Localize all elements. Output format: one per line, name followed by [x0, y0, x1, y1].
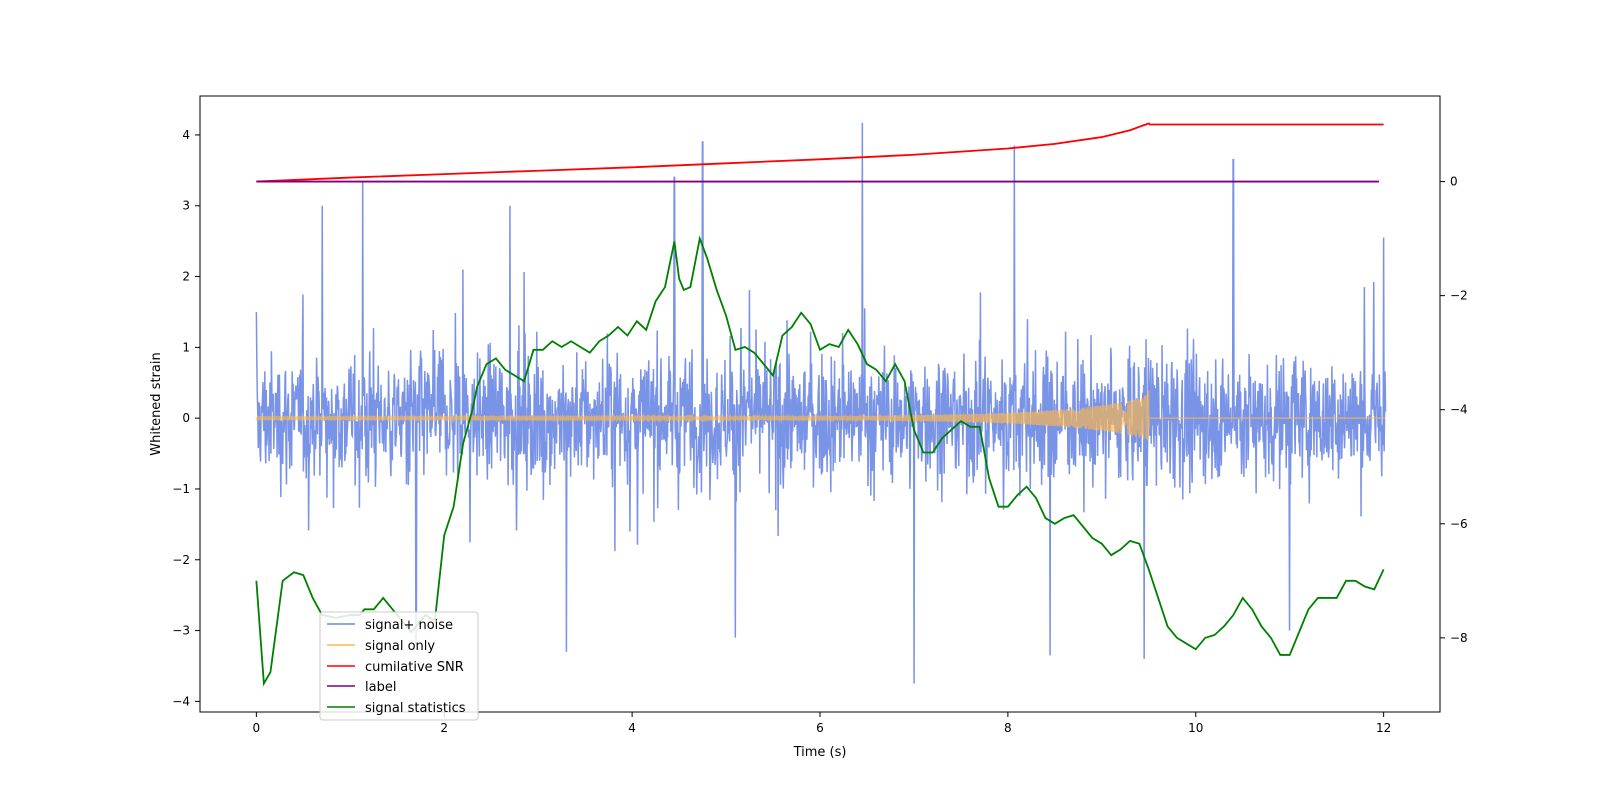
y2-tick-label: −6	[1450, 517, 1468, 531]
legend-entry: label	[327, 680, 396, 695]
y-axis-left: 4 3 2 1 0 −1 −2 −3 −4	[172, 128, 200, 708]
y-tick-label: 1	[182, 340, 190, 354]
x-tick-label: 4	[628, 721, 636, 735]
x-tick-label: 2	[440, 721, 448, 735]
series-signal-only	[255, 390, 1386, 441]
legend-label: signal+ noise	[365, 618, 453, 633]
y-tick-label: −1	[172, 482, 190, 496]
legend-entry: signal only	[327, 639, 435, 654]
y-tick-label: −4	[172, 694, 190, 708]
x-tick-label: 8	[1004, 721, 1012, 735]
legend-label: signal only	[365, 639, 435, 654]
y-tick-label: 2	[182, 270, 190, 284]
series-signal-statistics	[255, 235, 1385, 687]
x-axis-label: Time (s)	[793, 745, 847, 760]
legend: signal+ noise signal only cumilative SNR…	[319, 611, 479, 721]
x-tick-label: 12	[1376, 721, 1391, 735]
y2-tick-label: −4	[1450, 403, 1468, 417]
series-signal-noise	[255, 122, 1387, 684]
y2-tick-label: −8	[1450, 631, 1468, 645]
legend-label: cumilative SNR	[365, 660, 464, 675]
y-axis-label: Whitened strain	[149, 352, 164, 455]
y-tick-label: 0	[182, 411, 190, 425]
legend-label: label	[365, 680, 396, 695]
x-tick-label: 10	[1188, 721, 1203, 735]
x-tick-label: 0	[253, 721, 261, 735]
y2-tick-label: 0	[1450, 175, 1458, 189]
y-tick-label: 3	[182, 199, 190, 213]
legend-label: signal statistics	[365, 701, 466, 716]
series-layer	[255, 122, 1387, 687]
legend-entry: cumilative SNR	[327, 660, 464, 675]
y-tick-label: −2	[172, 553, 190, 567]
legend-entry: signal+ noise	[327, 618, 453, 633]
plot-area	[255, 122, 1387, 687]
y-tick-label: 4	[182, 128, 190, 142]
series-cumilative-snr	[256, 122, 1384, 183]
y-axis-right: 0 −2 −4 −6 −8	[1440, 175, 1468, 645]
legend-entry: signal statistics	[327, 701, 466, 716]
y2-tick-label: −2	[1450, 289, 1468, 303]
y-tick-label: −3	[172, 624, 190, 638]
legend-box	[319, 611, 479, 721]
x-tick-label: 6	[816, 721, 824, 735]
